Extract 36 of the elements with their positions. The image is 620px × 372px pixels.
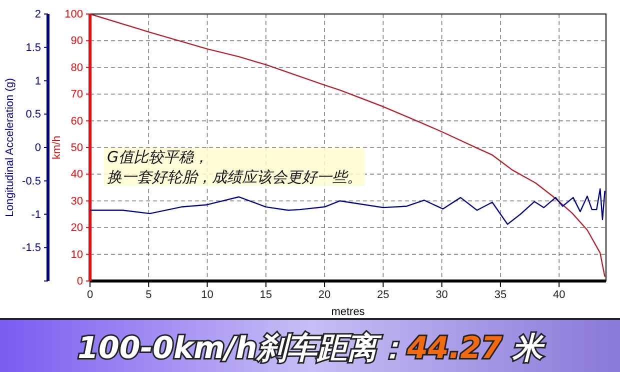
x-tick-label: 5: [146, 288, 152, 301]
y2-tick-label: 0: [76, 276, 83, 288]
y2-tick-label: 10: [70, 248, 83, 261]
y-tick-label: -1: [31, 208, 41, 221]
annotation: G值比较平稳，: [107, 148, 209, 166]
line-series: [89, 13, 606, 278]
x-tick-label: 35: [494, 288, 507, 301]
x-tick-label: 15: [260, 288, 272, 301]
y-tick-label: 1.5: [26, 42, 41, 54]
y-tick-label: -1.5: [22, 242, 41, 254]
line-series: [89, 188, 606, 225]
y-tick-label: 2: [34, 8, 41, 21]
y-tick-label: -0.5: [22, 175, 41, 188]
y2-tick-label: 100: [64, 8, 83, 21]
y-axis-title: Longitudinal Acceleration (g): [4, 78, 16, 217]
x-axis-title: metres: [331, 306, 366, 318]
y2-tick-label: 30: [70, 195, 83, 208]
x-tick-label: 25: [377, 288, 390, 301]
x-tick-label: 30: [436, 288, 448, 301]
text: 100-0km/h刹车距离：44.27 米: [78, 331, 546, 366]
y2-tick-label: 90: [70, 35, 83, 48]
y2-tick-label: 70: [70, 88, 83, 101]
x-tick-label: 40: [552, 288, 566, 301]
y2-tick-label: 20: [70, 222, 83, 234]
y2-tick-label: 80: [70, 62, 83, 74]
x-tick-label: 20: [318, 288, 331, 301]
x-tick-label: 0: [86, 288, 94, 301]
y2-axis-title: km/h: [51, 136, 63, 160]
y2-tick-label: 40: [70, 168, 83, 181]
y-tick-label: 0: [34, 142, 41, 154]
y2-tick-label: 60: [70, 115, 83, 128]
y2-tick-label: 50: [70, 142, 83, 154]
y-tick-label: 1: [34, 75, 41, 88]
x-tick-label: 10: [201, 288, 214, 301]
annotation: 换一套好轮胎，成绩应该会更好一些。: [107, 168, 362, 186]
y-tick-label: 0.5: [26, 108, 41, 121]
